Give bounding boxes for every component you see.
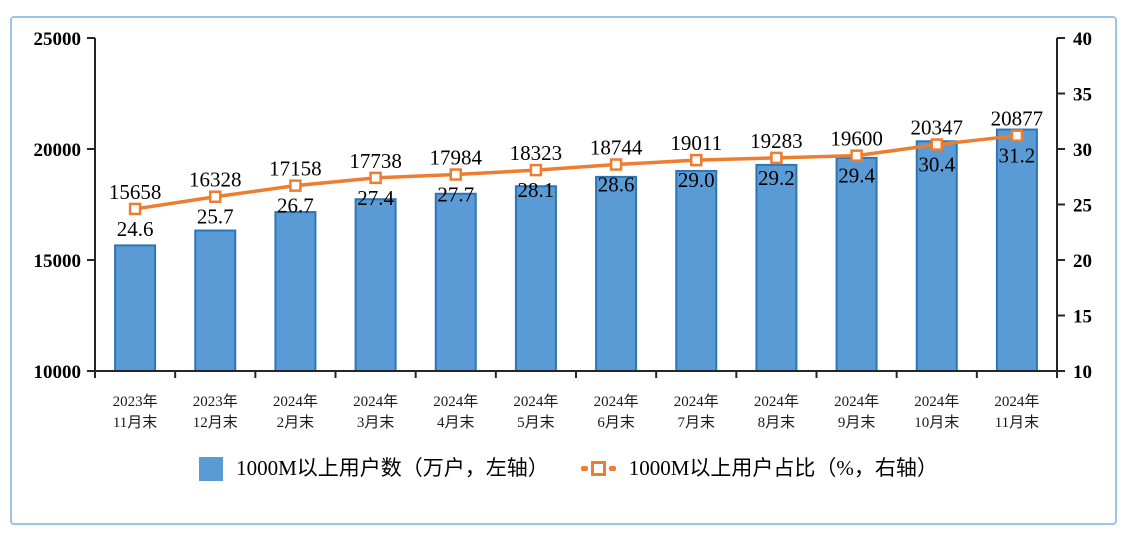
bar-10 [915,140,958,372]
bar-6 [595,175,638,372]
bar-0 [114,244,157,372]
right-axis-tick-label: 20 [1073,251,1092,272]
bar-7 [675,169,718,372]
x-label-3-line2: 3月末 [357,414,395,431]
pct-value-label-7: 29.0 [678,168,715,192]
bar-value-label-6: 18744 [590,136,643,160]
x-label-11-line1: 2024年 [994,393,1039,410]
bar-value-label-10: 20347 [911,116,964,140]
x-label-0-line1: 2023年 [113,393,158,410]
right-axis-tick-label: 25 [1073,196,1092,217]
x-label-7-line2: 7月末 [677,414,715,431]
x-label-9-line1: 2024年 [834,393,879,410]
legend-item-bar-series: 1000M以上用户数（万户，左轴） [199,456,549,481]
x-label-11-line2: 11月末 [995,414,1039,431]
x-label-1-line2: 12月末 [193,414,238,431]
right-axis-tick-label: 35 [1073,85,1092,106]
bar-value-label-5: 18323 [510,141,563,165]
legend-label-line-series: 1000M以上用户占比（%，右轴） [628,456,938,480]
x-label-1-line1: 2023年 [193,393,238,410]
pct-value-label-6: 28.6 [598,173,635,197]
x-label-10-line1: 2024年 [914,393,959,410]
x-label-4-line2: 4月末 [437,414,475,431]
bar-value-label-4: 17984 [430,146,483,170]
bar-value-label-2: 17158 [269,157,322,181]
x-label-10-line2: 10月末 [914,414,959,431]
bar-value-label-9: 19600 [830,127,883,151]
bar-3 [354,198,397,372]
bar-value-label-0: 15658 [109,180,162,204]
bar-1 [194,229,237,372]
legend-item-line-series: 1000M以上用户占比（%，右轴） [580,456,938,481]
legend: 1000M以上用户数（万户，左轴） 1000M以上用户占比（%，右轴） [0,456,1137,481]
bar-5 [514,185,557,372]
bar-value-label-3: 17738 [349,149,402,173]
pct-value-label-2: 26.7 [277,194,314,218]
line-marker-4 [449,168,462,181]
left-axis-tick-label: 15000 [34,251,82,272]
bar-value-label-7: 19011 [670,131,722,155]
x-label-2-line1: 2024年 [273,393,318,410]
pct-value-label-4: 27.7 [437,183,474,207]
line-marker-11 [1010,129,1024,142]
line-swatch-dash-left [580,466,588,472]
line-marker-5 [529,163,543,177]
bar-series-swatch-icon [199,456,224,481]
line-marker-1 [209,190,222,203]
x-label-8-line1: 2024年 [754,393,799,410]
pct-value-label-10: 30.4 [918,153,955,177]
bar-8 [755,163,798,372]
right-axis-tick-label: 10 [1073,362,1092,383]
bar-value-label-11: 20877 [991,107,1044,131]
right-axis-tick-label: 30 [1073,140,1092,161]
bar-value-label-8: 19283 [750,129,803,153]
x-label-6-line2: 6月末 [597,414,635,431]
bar-4 [434,192,477,372]
line-marker-6 [609,158,623,171]
pct-value-label-9: 29.4 [838,164,875,188]
line-swatch-square-marker [590,461,606,477]
pct-value-label-3: 27.4 [357,186,394,210]
line-series-swatch-icon [580,461,616,477]
line-swatch-dash-right [608,466,616,472]
left-axis-tick-label: 25000 [34,29,82,50]
x-label-8-line2: 8月末 [758,414,796,431]
x-label-4-line1: 2024年 [433,393,478,410]
pct-value-label-5: 28.1 [518,178,555,202]
line-marker-3 [369,171,382,185]
pct-value-label-11: 31.2 [999,144,1036,168]
left-axis-tick-label: 20000 [34,140,82,161]
line-marker-9 [850,149,863,162]
pct-value-label-8: 29.2 [758,166,795,190]
left-axis-tick-label: 10000 [34,362,82,383]
line-series [134,133,1018,211]
bar-value-label-1: 16328 [189,168,242,192]
pct-value-label-0: 24.6 [117,217,154,241]
legend-label-bar-series: 1000M以上用户数（万户，左轴） [236,456,549,480]
line-marker-2 [289,179,302,192]
right-axis-tick-label: 40 [1073,29,1092,50]
line-marker-8 [770,151,783,165]
line-marker-10 [930,138,943,151]
x-label-2-line2: 2月末 [277,414,315,431]
x-label-3-line1: 2024年 [353,393,398,410]
right-axis-tick-label: 15 [1073,307,1092,328]
bar-2 [274,211,317,372]
line-marker-0 [128,202,142,216]
x-label-5-line1: 2024年 [513,393,558,410]
x-label-6-line1: 2024年 [594,393,639,410]
x-label-0-line2: 11月末 [113,414,157,431]
bar-9 [835,156,878,372]
x-label-5-line2: 5月末 [517,414,555,431]
line-marker-7 [690,153,703,167]
pct-value-label-1: 25.7 [197,205,234,229]
x-label-7-line1: 2024年 [674,393,719,410]
x-label-9-line2: 9月末 [838,414,876,431]
